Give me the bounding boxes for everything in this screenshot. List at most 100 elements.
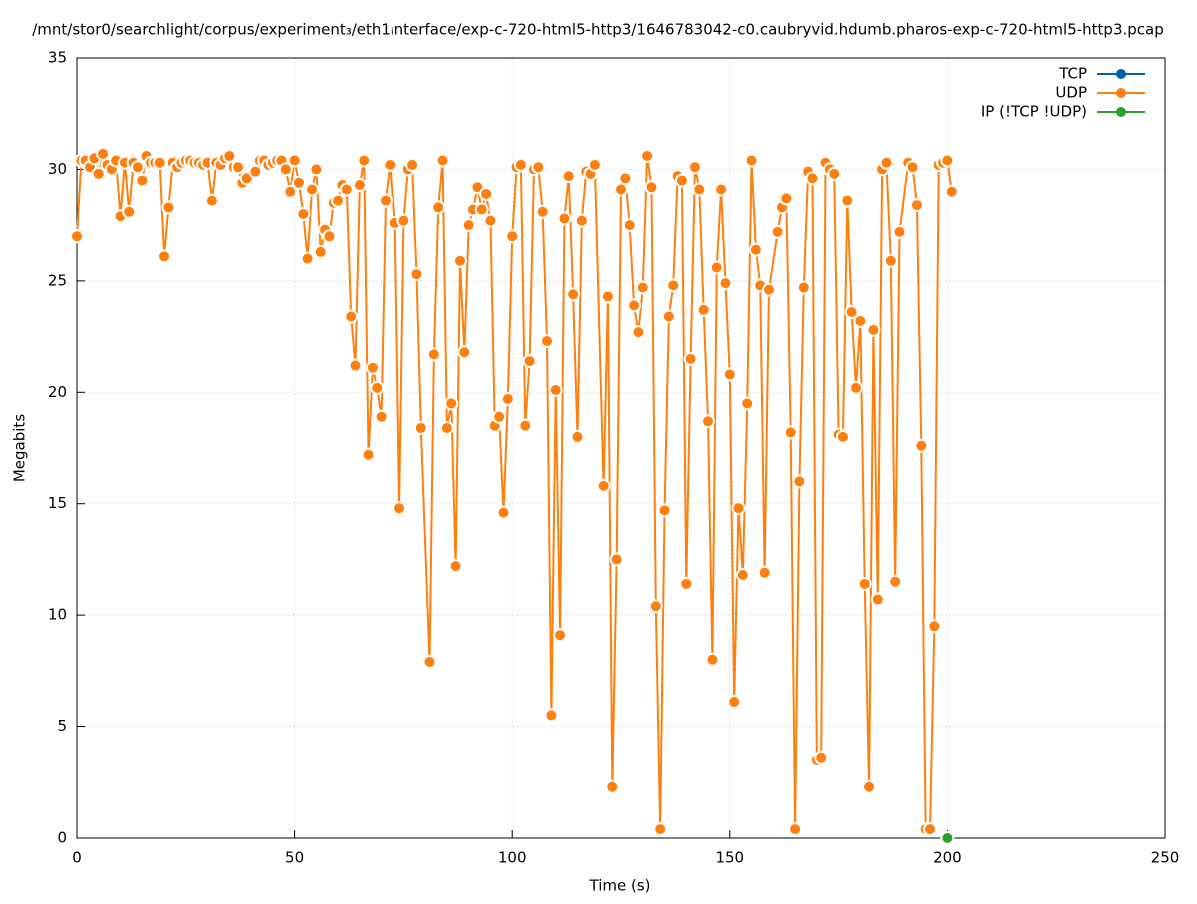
data-point	[500, 391, 515, 406]
data-point	[740, 396, 755, 411]
data-point	[444, 396, 459, 411]
data-point	[761, 282, 776, 297]
data-point	[644, 180, 659, 195]
data-point	[553, 628, 568, 643]
x-tick-label: 150	[715, 849, 744, 867]
data-point	[892, 224, 907, 239]
y-tick-label: 30	[48, 160, 67, 178]
data-point	[640, 149, 655, 164]
data-point	[531, 160, 546, 175]
data-point	[679, 576, 694, 591]
data-point	[835, 429, 850, 444]
data-point	[439, 420, 454, 435]
y-tick-label: 10	[48, 606, 67, 624]
data-point	[648, 599, 663, 614]
x-tick-label: 50	[285, 849, 304, 867]
y-tick-label: 25	[48, 271, 67, 289]
data-point	[374, 409, 389, 424]
data-point	[622, 218, 637, 233]
data-point	[426, 347, 441, 362]
data-point	[805, 171, 820, 186]
y-tick-label: 35	[48, 49, 67, 67]
data-point	[287, 153, 302, 168]
data-point	[370, 380, 385, 395]
data-point	[653, 822, 668, 837]
data-point	[827, 166, 842, 181]
data-point	[779, 191, 794, 206]
legend-label: UDP	[1055, 84, 1087, 102]
data-point	[392, 501, 407, 516]
data-point	[701, 414, 716, 429]
data-point	[618, 171, 633, 186]
x-axis-label: Time (s)	[589, 877, 651, 895]
data-point	[687, 160, 702, 175]
data-point	[157, 249, 172, 264]
data-point	[352, 178, 367, 193]
data-point	[457, 345, 472, 360]
data-point	[383, 157, 398, 172]
data-point	[518, 418, 533, 433]
data-point	[909, 198, 924, 213]
data-point	[796, 280, 811, 295]
data-point	[313, 244, 328, 259]
data-point	[365, 360, 380, 375]
data-point	[722, 367, 737, 382]
data-point	[152, 155, 167, 170]
y-tick-label: 20	[48, 383, 67, 401]
data-point	[879, 155, 894, 170]
data-point	[505, 229, 520, 244]
data-point	[348, 358, 363, 373]
data-point	[305, 182, 320, 197]
data-point	[135, 173, 150, 188]
data-point	[566, 287, 581, 302]
data-point	[204, 193, 219, 208]
data-point	[888, 574, 903, 589]
data-point	[452, 253, 467, 268]
data-point	[483, 213, 498, 228]
data-point	[940, 153, 955, 168]
data-point	[283, 184, 298, 199]
data-point	[296, 207, 311, 221]
data-point	[727, 695, 742, 710]
data-point	[300, 251, 315, 266]
data-point	[849, 380, 864, 395]
data-point	[905, 160, 920, 175]
data-point	[883, 253, 898, 268]
data-point	[600, 289, 615, 304]
data-point	[735, 568, 750, 583]
data-point	[544, 708, 559, 723]
data-point	[840, 193, 855, 208]
data-point	[130, 160, 145, 175]
data-point	[361, 447, 376, 462]
data-point	[866, 322, 881, 337]
data-point	[627, 298, 642, 313]
data-point	[461, 218, 476, 233]
data-point	[557, 211, 572, 226]
data-point	[513, 157, 528, 172]
data-point	[814, 750, 829, 765]
data-point	[431, 200, 446, 215]
data-point	[570, 429, 585, 444]
data-point	[683, 351, 698, 366]
data-point	[857, 576, 872, 591]
data-point	[522, 354, 537, 369]
data-point	[474, 202, 489, 217]
data-point	[331, 193, 346, 208]
y-tick-label: 0	[57, 829, 67, 847]
data-point	[635, 280, 650, 295]
data-point	[378, 193, 393, 208]
data-point	[748, 242, 763, 257]
data-point	[788, 822, 803, 837]
data-point	[409, 267, 424, 282]
data-point	[661, 309, 676, 324]
data-point	[870, 592, 885, 607]
data-point	[574, 213, 589, 228]
data-point	[448, 559, 463, 574]
data-point	[161, 200, 176, 215]
x-tick-label: 100	[498, 849, 527, 867]
x-tick-label: 0	[72, 849, 82, 867]
data-point	[674, 173, 689, 188]
data-point	[587, 157, 602, 172]
data-point	[596, 478, 611, 493]
